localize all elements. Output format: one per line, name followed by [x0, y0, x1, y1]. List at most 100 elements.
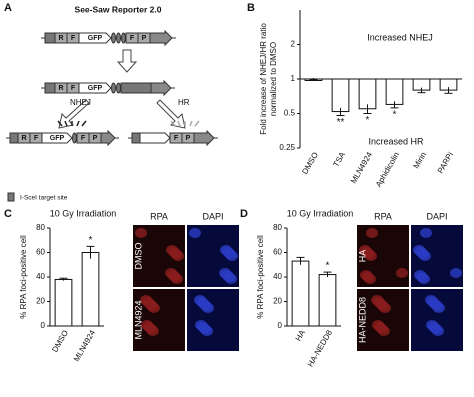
block-label: P — [186, 135, 191, 142]
y-tick-label: 20 — [36, 297, 45, 306]
block — [100, 129, 116, 147]
gfp-block — [78, 32, 112, 44]
image-column-label: DAPI — [426, 211, 447, 221]
nucleus — [359, 245, 371, 255]
x-tick-label: Aphidicolin — [374, 151, 401, 189]
target-site — [116, 32, 121, 44]
block-label: GFP — [88, 85, 103, 92]
y-axis-label: Fold increase of NHEJ/HR ratio — [259, 23, 268, 135]
nucleus — [135, 228, 147, 238]
glow — [64, 120, 68, 127]
annotation: Increased HR — [368, 136, 424, 146]
bar — [318, 274, 337, 327]
block-label: R — [21, 135, 26, 142]
y-tick-label: 80 — [273, 223, 282, 232]
nucleus — [426, 320, 438, 330]
x-tick-label: MLN4924 — [349, 150, 374, 185]
block-label: P — [93, 135, 98, 142]
block-label: P — [142, 35, 147, 42]
block — [120, 82, 152, 94]
panel-label: C — [4, 208, 12, 220]
y-axis-label: % RPA foci-positive cell — [256, 235, 265, 319]
y-tick-label: 60 — [273, 248, 282, 257]
block-label: GFP — [88, 35, 103, 42]
nucleus — [194, 295, 206, 305]
significance-mark: * — [366, 115, 370, 126]
hr-label: HR — [178, 98, 190, 107]
block-label: F — [34, 135, 39, 142]
glow — [57, 120, 63, 127]
block-label: F — [174, 135, 179, 142]
bar — [385, 78, 404, 105]
annotation: Increased NHEJ — [367, 32, 433, 42]
y-tick-label: 2 — [291, 40, 296, 49]
significance-mark: * — [326, 261, 330, 272]
x-tick-label: PARPi — [436, 150, 455, 175]
x-tick-label: MLN4924 — [72, 328, 97, 363]
block-label: F — [71, 85, 76, 92]
target-site — [72, 132, 77, 144]
block — [9, 132, 19, 144]
legend-symbol — [7, 192, 15, 202]
arrow — [58, 99, 90, 129]
arrow — [116, 49, 138, 73]
nucleus — [165, 268, 177, 278]
bar — [331, 78, 350, 113]
nucleus — [219, 268, 231, 278]
nucleus — [413, 245, 425, 255]
y-axis-label: normalized to DMSO — [269, 42, 278, 116]
nucleus — [450, 268, 462, 278]
y-tick-label: 0 — [278, 321, 283, 330]
y-tick-label: 40 — [36, 272, 45, 281]
chart-title: 10 Gy Irradiation — [287, 208, 354, 218]
image-column-label: RPA — [374, 211, 392, 221]
nucleus — [189, 228, 201, 238]
glow — [194, 120, 200, 127]
image-row-label: DMSO — [133, 243, 143, 270]
bar — [81, 252, 100, 327]
significance-mark: ** — [337, 117, 345, 128]
y-axis-label: % RPA foci-positive cell — [19, 235, 28, 319]
y-tick-label: 0.5 — [284, 109, 296, 118]
block — [150, 79, 172, 97]
gfp-block — [139, 132, 171, 144]
glow — [81, 120, 87, 127]
bar — [291, 260, 310, 327]
nucleus — [220, 245, 232, 255]
nucleus — [371, 295, 383, 305]
block-label: F — [71, 35, 76, 42]
y-tick-label: 0.25 — [279, 143, 295, 152]
diagram-title: See-Saw Reporter 2.0 — [75, 4, 162, 14]
target-site — [116, 82, 121, 94]
nucleus — [141, 320, 153, 330]
nhej-label: NHEJ — [70, 98, 91, 107]
panel-label: B — [247, 2, 255, 14]
target-site — [111, 82, 116, 94]
target-site — [121, 32, 126, 44]
image-row-label: HA-NEDD8 — [357, 297, 367, 343]
chart-title: 10 Gy Irradiation — [50, 208, 117, 218]
y-tick-label: 80 — [36, 223, 45, 232]
nucleus — [425, 295, 437, 305]
significance-mark: * — [393, 109, 397, 120]
block — [44, 32, 56, 44]
block — [193, 129, 215, 147]
block-label: F — [130, 35, 135, 42]
block — [149, 29, 173, 47]
y-tick-label: 20 — [273, 297, 282, 306]
glow — [76, 120, 80, 127]
bar — [54, 278, 73, 327]
x-tick-label: DMSO — [300, 151, 320, 176]
block-label: GFP — [50, 135, 65, 142]
x-tick-label: HA — [294, 328, 308, 343]
image-column-label: DAPI — [202, 211, 223, 221]
glow — [177, 120, 181, 127]
nucleus — [360, 270, 372, 280]
image-row-label: HA — [357, 250, 367, 263]
x-tick-label: DMSO — [50, 329, 70, 354]
bar — [358, 78, 377, 110]
significance-mark: * — [89, 235, 93, 246]
nucleus — [420, 228, 432, 238]
y-tick-label: 40 — [273, 272, 282, 281]
